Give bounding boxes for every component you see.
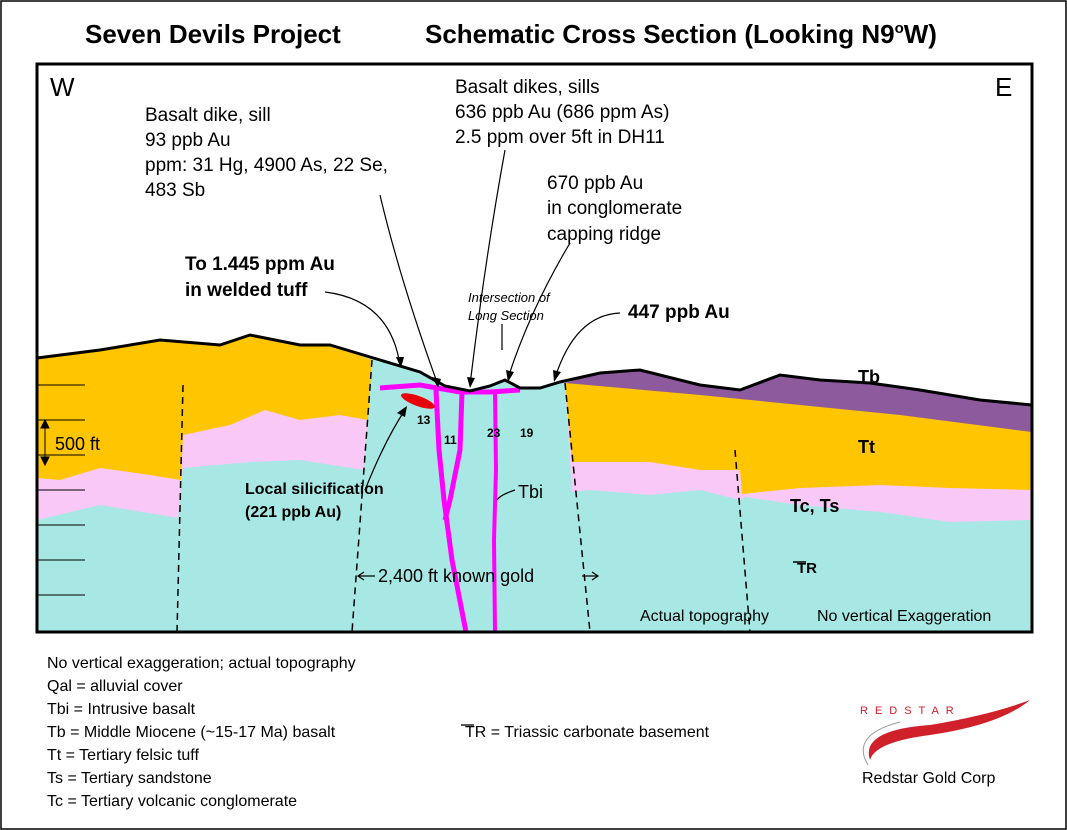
logo-arc — [862, 721, 901, 766]
annotation-line: Long Section — [468, 308, 544, 323]
legend-item: Tbi = Intrusive basalt — [47, 701, 196, 718]
silicification — [400, 393, 436, 409]
tb — [565, 370, 1032, 432]
unit-label: Tb — [858, 367, 880, 387]
fault — [734, 449, 751, 633]
logo: REDSTAR Redstar Gold Corp — [860, 700, 1030, 787]
annotation-line: Basalt dike, sill — [145, 105, 271, 126]
annotation-line: in welded tuff — [185, 280, 308, 301]
annotation-line: ppm: 31 Hg, 4900 As, 22 Se, — [145, 155, 388, 176]
dike — [433, 389, 469, 633]
legend: No vertical exaggeration; actual topogra… — [47, 655, 710, 810]
title-left: Seven Devils Project — [85, 19, 341, 49]
known-gold: 2,400 ft known gold — [378, 566, 534, 586]
annotation: Actual topography — [640, 608, 769, 625]
legend-item: No vertical exaggeration; actual topogra… — [47, 655, 356, 672]
dike — [491, 391, 499, 633]
annotation-line: 93 ppb Au — [145, 130, 231, 151]
unit-label: Tc, Ts — [790, 496, 839, 516]
title-sup: o — [895, 20, 904, 37]
dike — [442, 391, 465, 521]
scale-label: 500 ft — [55, 434, 100, 454]
gold-arrows — [356, 571, 600, 581]
legend-item: Tc = Tertiary volcanic conglomerate — [47, 793, 297, 810]
annotation-line: Local silicification — [245, 481, 384, 498]
annotation-line: capping ridge — [547, 224, 661, 245]
hole-label: 19 — [520, 426, 534, 440]
annotation-line: (221 ppb Au) — [245, 504, 341, 521]
fault — [351, 359, 373, 633]
legend-item: Tb = Middle Miocene (~15-17 Ma) basalt — [47, 724, 336, 741]
annotation-line: 447 ppb Au — [628, 302, 730, 323]
annotation-line: in conglomerate — [547, 198, 682, 219]
logo-name: Redstar Gold Corp — [862, 770, 995, 787]
annotation-line: 636 ppb Au (686 ppm As) — [455, 102, 669, 123]
hole-label: 23 — [487, 426, 501, 440]
hole-label: 11 — [444, 433, 457, 447]
annotation-line: Intersection of — [468, 290, 551, 305]
fault — [564, 382, 591, 633]
section-border — [35, 62, 1034, 634]
legend-item: Tt = Tertiary felsic tuff — [47, 747, 199, 764]
hole-label: 13 — [417, 413, 431, 427]
annotation: Basalt dike, sill 93 ppb Au ppm: 31 Hg, … — [145, 77, 730, 323]
title-right: Schematic Cross Section (Looking N9oW) — [425, 19, 937, 49]
unit-label: Tbi — [518, 482, 543, 502]
leaders — [324, 149, 621, 501]
west: W — [50, 72, 75, 102]
logo-swoosh — [868, 700, 1030, 760]
annotation-line: To 1.445 ppm Au — [185, 254, 335, 275]
annotation-line: Basalt dikes, sills — [455, 77, 600, 98]
tt-left — [37, 335, 372, 480]
unit-label: TR — [797, 560, 817, 577]
legend-item: Ts = Tertiary sandstone — [47, 770, 212, 787]
unit-label: Tt — [858, 437, 875, 457]
title-end: W) — [904, 19, 937, 49]
annotation: No vertical Exaggeration — [817, 608, 991, 625]
annotation-line: 483 Sb — [145, 180, 205, 201]
annotation-line: 2.5 ppm over 5ft in DH11 — [455, 127, 665, 148]
fault — [176, 384, 184, 633]
title-text: Schematic Cross Section (Looking N9 — [425, 19, 895, 49]
topography — [36, 333, 1033, 407]
logo-mark: REDSTAR — [860, 705, 961, 717]
legend-item: TR = Triassic carbonate basement — [465, 724, 710, 741]
scale-lines — [37, 384, 85, 596]
cross-section: 500 ft W E Basalt dike, sill 93 ppb Au p… — [35, 62, 1034, 634]
annotation-line: 670 ppb Au — [547, 173, 643, 194]
east: E — [995, 72, 1012, 102]
legend-item: Qal = alluvial cover — [47, 678, 183, 695]
